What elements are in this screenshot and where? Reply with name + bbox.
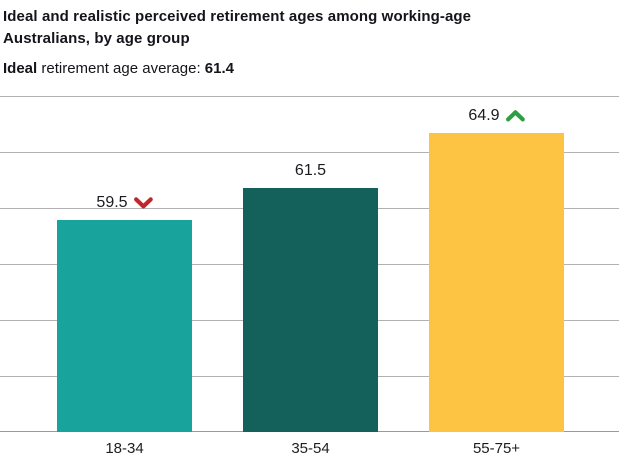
gridline xyxy=(0,96,619,97)
bars-container: 59.5 61.5 64.9 xyxy=(0,96,619,432)
decrease-chevron-icon xyxy=(133,197,153,209)
x-axis-label-18-34: 18-34 xyxy=(105,440,144,457)
chart-title: Ideal and realistic perceived retirement… xyxy=(3,6,471,50)
x-axis-label-55-75: 55-75+ xyxy=(472,440,521,457)
chart-title-line-2: Australians, by age group xyxy=(3,30,190,47)
chart-title-line-1: Ideal and realistic perceived retirement… xyxy=(3,8,472,25)
bar-35-54: 61.5 xyxy=(243,162,378,432)
bar-value-label-55-75: 64.9 xyxy=(468,107,525,125)
bar-column-35-54: 61.5 xyxy=(243,96,378,432)
bar-value-text: 61.5 xyxy=(294,162,327,180)
increase-chevron-icon xyxy=(505,110,525,122)
subtitle-bold-value: 61.4 xyxy=(204,60,234,77)
subtitle-bold-prefix: Ideal xyxy=(3,60,38,77)
plot-area: 59.5 61.5 64.9 xyxy=(0,96,619,432)
bar-value-text: 59.5 xyxy=(96,194,128,212)
bar-value-text: 64.9 xyxy=(468,107,500,125)
bar-column-55-75: 64.9 xyxy=(429,96,564,432)
bar-55-75: 64.9 xyxy=(429,107,564,432)
gridline xyxy=(0,152,619,153)
x-axis-label-35-54: 35-54 xyxy=(291,440,330,457)
bar-value-label-18-34: 59.5 xyxy=(96,194,153,212)
bar-value-label-35-54: 61.5 xyxy=(295,162,326,180)
bar-column-18-34: 59.5 xyxy=(57,96,192,432)
bar-18-34: 59.5 xyxy=(57,194,192,432)
subtitle-text: retirement age average: xyxy=(41,60,201,77)
x-axis-labels: 18-34 35-54 55-75+ xyxy=(0,440,619,457)
chart-subtitle: Ideal retirement age average: 61.4 xyxy=(3,60,234,77)
